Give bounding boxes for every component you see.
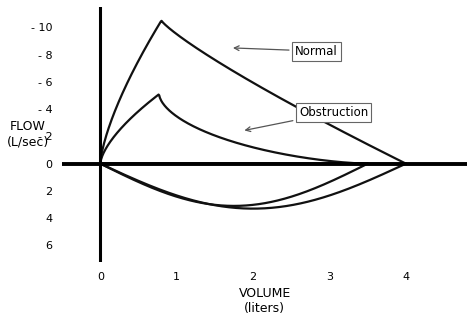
Text: Normal: Normal [234,45,338,58]
Y-axis label: FLOW
(L/sec): FLOW (L/sec) [7,120,49,148]
X-axis label: VOLUME
(liters): VOLUME (liters) [238,287,291,315]
Text: Obstruction: Obstruction [246,106,368,131]
